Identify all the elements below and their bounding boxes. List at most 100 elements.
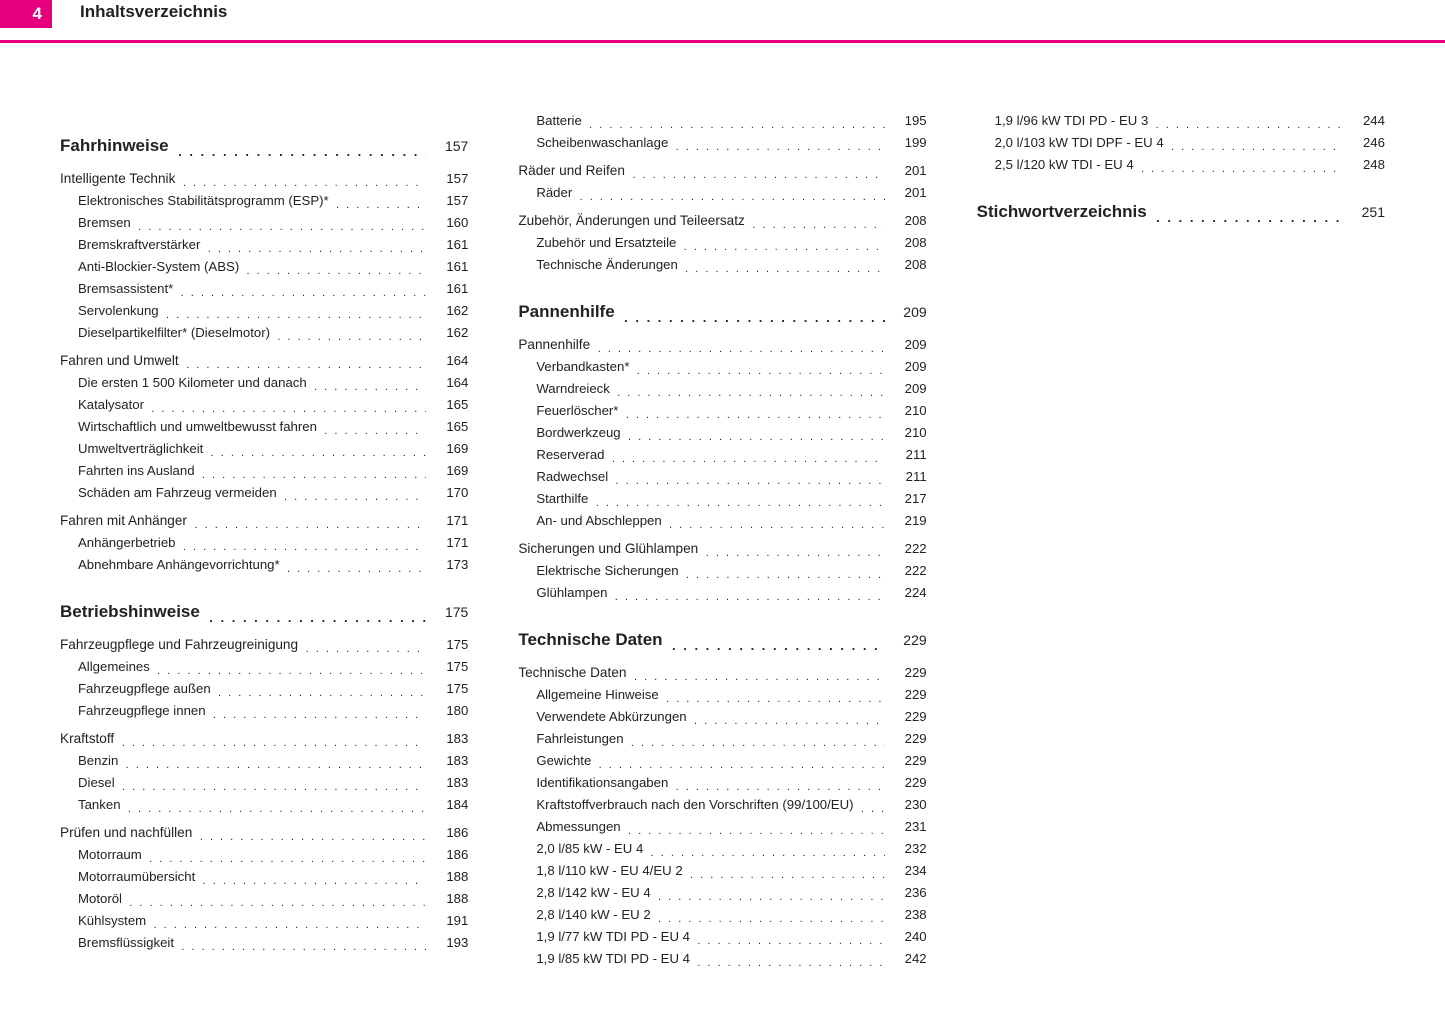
- toc-page: 186: [426, 844, 468, 866]
- toc-page: 161: [426, 256, 468, 278]
- toc-dots: . . . . . . . . . . . . . . . . . . . . …: [287, 558, 426, 576]
- toc-entry: 1,9 l/85 kW TDI PD - EU 4 . . . . . . . …: [518, 948, 926, 970]
- toc-page: 161: [426, 234, 468, 256]
- toc-entry: 1,8 l/110 kW - EU 4/EU 2 . . . . . . . .…: [518, 860, 926, 882]
- toc-dots: . . . . . . . . . . . . . . . . . . . . …: [211, 442, 427, 460]
- toc-page: 157: [426, 132, 468, 160]
- toc-entry: Motorraum . . . . . . . . . . . . . . . …: [60, 844, 468, 866]
- toc-dots: . . . . . . . . . . . . . . . . . . . . …: [218, 682, 426, 700]
- toc-dots: . . . . . . . . . . . . . . . . . . . . …: [151, 398, 426, 416]
- toc-page: 173: [426, 554, 468, 576]
- toc-page: 234: [885, 860, 927, 882]
- toc-label: Räder und Reifen: [518, 160, 632, 182]
- toc-dots: . . . . . . . . . . . . . . . . . . . . …: [157, 660, 426, 678]
- toc-dots: . . . . . . . . . . . . . . . . . . . . …: [697, 930, 884, 948]
- toc-page: 175: [426, 656, 468, 678]
- toc-page: 211: [885, 466, 927, 488]
- toc-entry: Räder . . . . . . . . . . . . . . . . . …: [518, 182, 926, 204]
- toc-dots: . . . . . . . . . . . . . . . . . . . . …: [690, 864, 885, 882]
- toc-entry: Motoröl . . . . . . . . . . . . . . . . …: [60, 888, 468, 910]
- toc-page: 199: [885, 132, 927, 154]
- page-number: 4: [33, 4, 42, 24]
- toc-label: Fahrleistungen: [536, 728, 631, 750]
- toc-dots: . . . . . . . . . . . . . . . . . . . . …: [178, 138, 426, 160]
- toc-entry: 2,8 l/140 kW - EU 2 . . . . . . . . . . …: [518, 904, 926, 926]
- toc-dots: . . . . . . . . . . . . . . . . . . . . …: [669, 514, 885, 532]
- toc-page: 208: [885, 210, 927, 232]
- toc-page: 157: [426, 168, 468, 190]
- toc-entry: Glühlampen . . . . . . . . . . . . . . .…: [518, 582, 926, 604]
- toc-dots: . . . . . . . . . . . . . . . . . . . . …: [616, 470, 885, 488]
- toc-label: Sicherungen und Glühlampen: [518, 538, 705, 560]
- toc-entry: Die ersten 1 500 Kilometer und danach . …: [60, 372, 468, 394]
- toc-page: 165: [426, 394, 468, 416]
- toc-page: 229: [885, 706, 927, 728]
- toc-page: 229: [885, 626, 927, 654]
- toc-entry: Bremsflüssigkeit . . . . . . . . . . . .…: [60, 932, 468, 954]
- toc-page: 183: [426, 750, 468, 772]
- toc-page: 222: [885, 538, 927, 560]
- toc-page: 201: [885, 182, 927, 204]
- toc-page: 210: [885, 422, 927, 444]
- toc-dots: . . . . . . . . . . . . . . . . . . . . …: [181, 936, 426, 954]
- toc-entry: Allgemeine Hinweise . . . . . . . . . . …: [518, 684, 926, 706]
- toc-label: Allgemeines: [78, 656, 157, 678]
- toc-entry: Bremsassistent* . . . . . . . . . . . . …: [60, 278, 468, 300]
- toc-page: 209: [885, 356, 927, 378]
- toc-label: 1,9 l/96 kW TDI PD - EU 3: [995, 110, 1156, 132]
- toc-entry: Wirtschaftlich und umweltbewusst fahren …: [60, 416, 468, 438]
- toc-label: Fahrhinweise: [60, 132, 178, 160]
- toc-entry: 2,8 l/142 kW - EU 4 . . . . . . . . . . …: [518, 882, 926, 904]
- toc-label: Stichwortverzeichnis: [977, 198, 1157, 226]
- toc-label: Anhängerbetrieb: [78, 532, 183, 554]
- toc-page: 162: [426, 300, 468, 322]
- toc-page: 229: [885, 750, 927, 772]
- toc-label: Intelligente Technik: [60, 168, 183, 190]
- toc-entry: Kraftstoff . . . . . . . . . . . . . . .…: [60, 728, 468, 750]
- toc-label: Allgemeine Hinweise: [536, 684, 666, 706]
- toc-entry: Räder und Reifen . . . . . . . . . . . .…: [518, 160, 926, 182]
- toc-entry: Radwechsel . . . . . . . . . . . . . . .…: [518, 466, 926, 488]
- toc-dots: . . . . . . . . . . . . . . . . . . . . …: [706, 542, 885, 560]
- toc-entry: Fahrzeugpflege und Fahrzeugreinigung . .…: [60, 634, 468, 656]
- toc-label: Fahrten ins Ausland: [78, 460, 202, 482]
- toc-entry: Betriebshinweise . . . . . . . . . . . .…: [60, 598, 468, 626]
- toc-dots: . . . . . . . . . . . . . . . . . . . . …: [154, 914, 427, 932]
- toc-page: 165: [426, 416, 468, 438]
- toc-label: 2,0 l/103 kW TDI DPF - EU 4: [995, 132, 1171, 154]
- toc-entry: Abmessungen . . . . . . . . . . . . . . …: [518, 816, 926, 838]
- toc-entry: Batterie . . . . . . . . . . . . . . . .…: [518, 110, 926, 132]
- toc-page: 157: [426, 190, 468, 212]
- toc-label: 2,5 l/120 kW TDI - EU 4: [995, 154, 1141, 176]
- toc-page: 248: [1343, 154, 1385, 176]
- toc-entry: Verwendete Abkürzungen . . . . . . . . .…: [518, 706, 926, 728]
- toc-entry: 1,9 l/77 kW TDI PD - EU 4 . . . . . . . …: [518, 926, 926, 948]
- toc-label: Kühlsystem: [78, 910, 154, 932]
- toc-dots: . . . . . . . . . . . . . . . . . . . . …: [166, 304, 426, 322]
- toc-label: Verwendete Abkürzungen: [536, 706, 694, 728]
- toc-page: 229: [885, 728, 927, 750]
- toc-dots: . . . . . . . . . . . . . . . . . . . . …: [186, 354, 426, 372]
- toc-dots: . . . . . . . . . . . . . . . . . . . . …: [651, 842, 885, 860]
- toc-entry: Kraftstoffverbrauch nach den Vorschrifte…: [518, 794, 926, 816]
- toc-page: 164: [426, 350, 468, 372]
- toc-dots: . . . . . . . . . . . . . . . . . . . . …: [658, 886, 885, 904]
- toc-label: Gewichte: [536, 750, 598, 772]
- toc-dots: . . . . . . . . . . . . . . . . . . . . …: [203, 870, 427, 888]
- toc-label: Bremskraftverstärker: [78, 234, 208, 256]
- toc-dots: . . . . . . . . . . . . . . . . . . . . …: [617, 382, 884, 400]
- toc-dots: . . . . . . . . . . . . . . . . . . . . …: [612, 448, 885, 466]
- header-rule: [0, 40, 1445, 43]
- toc-page: 242: [885, 948, 927, 970]
- toc-page: 210: [885, 400, 927, 422]
- toc-dots: . . . . . . . . . . . . . . . . . . . . …: [284, 486, 426, 504]
- toc-entry: Schäden am Fahrzeug vermeiden . . . . . …: [60, 482, 468, 504]
- toc-label: Katalysator: [78, 394, 151, 416]
- toc-page: 229: [885, 662, 927, 684]
- toc-dots: . . . . . . . . . . . . . . . . . . . . …: [122, 732, 427, 750]
- toc-dots: . . . . . . . . . . . . . . . . . . . . …: [1171, 136, 1343, 154]
- toc-entry: Reserverad . . . . . . . . . . . . . . .…: [518, 444, 926, 466]
- toc-dots: . . . . . . . . . . . . . . . . . . . . …: [686, 564, 885, 582]
- toc-dots: . . . . . . . . . . . . . . . . . . . . …: [126, 754, 427, 772]
- toc-label: Prüfen und nachfüllen: [60, 822, 200, 844]
